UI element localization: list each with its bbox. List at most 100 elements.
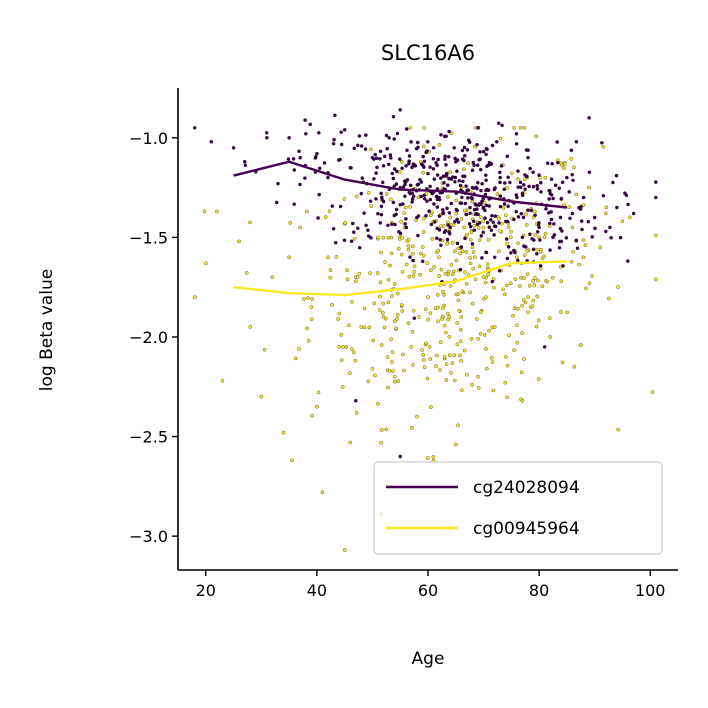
point-cg24028094 xyxy=(522,183,526,187)
point-cg24028094 xyxy=(549,210,553,214)
point-cg24028094 xyxy=(552,222,556,226)
point-cg24028094 xyxy=(490,213,494,218)
point-cg00945964 xyxy=(438,340,443,344)
point-cg00945964 xyxy=(446,269,451,274)
point-cg24028094 xyxy=(481,230,485,235)
point-cg24028094 xyxy=(342,128,347,132)
point-cg24028094 xyxy=(392,213,397,218)
point-cg24028094 xyxy=(339,130,343,134)
point-cg00945964 xyxy=(512,126,516,130)
point-cg00945964 xyxy=(548,316,552,320)
point-cg24028094 xyxy=(615,205,619,210)
point-cg00945964 xyxy=(348,440,352,445)
point-cg00945964 xyxy=(411,251,415,256)
point-cg00945964 xyxy=(565,310,569,315)
point-cg00945964 xyxy=(392,282,397,286)
point-cg24028094 xyxy=(455,169,459,173)
point-cg24028094 xyxy=(559,196,564,201)
point-cg24028094 xyxy=(382,154,387,159)
point-cg00945964 xyxy=(476,226,481,230)
point-cg00945964 xyxy=(342,548,347,552)
point-cg00945964 xyxy=(192,295,197,299)
point-cg24028094 xyxy=(462,158,466,163)
point-cg24028094 xyxy=(435,173,440,177)
point-cg00945964 xyxy=(385,355,390,359)
point-cg24028094 xyxy=(364,223,368,228)
point-cg24028094 xyxy=(274,200,279,205)
point-cg24028094 xyxy=(393,222,397,227)
point-cg24028094 xyxy=(457,178,462,183)
point-cg24028094 xyxy=(525,174,529,179)
point-cg00945964 xyxy=(454,211,458,216)
point-cg24028094 xyxy=(556,160,560,165)
point-cg00945964 xyxy=(345,268,349,272)
point-cg00945964 xyxy=(448,284,453,288)
point-cg00945964 xyxy=(460,249,465,254)
point-cg24028094 xyxy=(422,193,427,198)
point-cg24028094 xyxy=(654,195,658,200)
point-cg24028094 xyxy=(459,245,464,250)
point-cg24028094 xyxy=(407,154,412,158)
point-cg24028094 xyxy=(604,229,608,234)
point-cg24028094 xyxy=(449,201,454,206)
point-cg24028094 xyxy=(422,159,427,164)
point-cg00945964 xyxy=(395,291,400,296)
point-cg00945964 xyxy=(505,283,509,288)
point-cg00945964 xyxy=(399,252,404,257)
point-cg00945964 xyxy=(584,286,588,291)
point-cg24028094 xyxy=(379,191,383,196)
point-cg00945964 xyxy=(395,313,400,317)
point-cg24028094 xyxy=(626,259,630,263)
point-cg00945964 xyxy=(434,364,438,368)
point-cg24028094 xyxy=(398,108,402,112)
point-cg24028094 xyxy=(439,176,443,180)
point-cg00945964 xyxy=(310,413,314,418)
point-cg00945964 xyxy=(306,296,310,300)
point-cg00945964 xyxy=(450,361,455,365)
point-cg00945964 xyxy=(542,235,547,239)
point-cg24028094 xyxy=(465,148,470,152)
point-cg00945964 xyxy=(446,195,450,199)
point-cg24028094 xyxy=(354,398,358,403)
point-cg00945964 xyxy=(439,224,443,228)
point-cg24028094 xyxy=(431,146,436,150)
point-cg24028094 xyxy=(523,187,527,191)
point-cg24028094 xyxy=(360,176,365,180)
point-cg00945964 xyxy=(578,343,583,347)
point-cg24028094 xyxy=(435,205,440,209)
point-cg24028094 xyxy=(192,126,197,130)
point-cg24028094 xyxy=(484,250,489,255)
point-cg24028094 xyxy=(397,157,402,161)
point-cg00945964 xyxy=(436,305,440,310)
point-cg00945964 xyxy=(570,225,575,230)
point-cg00945964 xyxy=(436,319,440,324)
point-cg24028094 xyxy=(559,239,564,244)
point-cg00945964 xyxy=(330,303,334,307)
point-cg24028094 xyxy=(480,256,484,260)
point-cg00945964 xyxy=(533,233,537,237)
point-cg24028094 xyxy=(427,209,431,213)
point-cg24028094 xyxy=(420,259,425,264)
point-cg24028094 xyxy=(485,147,489,152)
point-cg24028094 xyxy=(435,236,439,240)
point-cg24028094 xyxy=(568,216,572,221)
point-cg00945964 xyxy=(381,301,385,306)
point-cg24028094 xyxy=(491,220,496,225)
point-cg24028094 xyxy=(466,188,470,192)
point-cg00945964 xyxy=(465,372,469,377)
point-cg24028094 xyxy=(363,147,368,151)
point-cg00945964 xyxy=(490,360,495,364)
point-cg24028094 xyxy=(458,183,463,188)
point-cg00945964 xyxy=(543,175,548,180)
point-cg00945964 xyxy=(432,265,436,269)
point-cg24028094 xyxy=(416,233,420,238)
point-cg00945964 xyxy=(450,272,455,277)
point-cg24028094 xyxy=(611,180,615,185)
point-cg00945964 xyxy=(326,255,330,260)
point-cg00945964 xyxy=(506,225,511,230)
point-cg24028094 xyxy=(298,182,302,187)
point-cg24028094 xyxy=(516,169,520,173)
point-cg00945964 xyxy=(384,427,389,432)
point-cg00945964 xyxy=(336,317,340,321)
point-cg00945964 xyxy=(430,210,434,215)
